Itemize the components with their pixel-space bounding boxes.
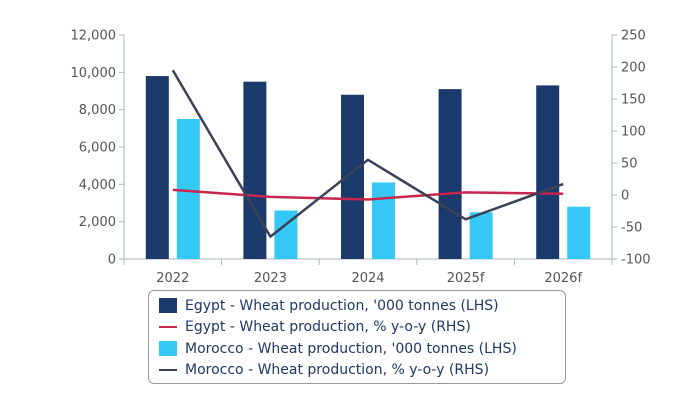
right-tick-label: -50 — [621, 221, 642, 236]
bar-morocco-production — [567, 206, 591, 259]
left-tick-label: 6,000 — [79, 141, 116, 156]
legend-item-egypt-yoy: Egypt - Wheat production, % y-o-y (RHS) — [159, 317, 565, 339]
legend-label: Egypt - Wheat production, % y-o-y (RHS) — [185, 319, 471, 336]
x-tick-label: 2026f — [544, 271, 582, 286]
right-tick-label: 100 — [621, 125, 646, 140]
bar-egypt-production — [536, 85, 560, 260]
legend-item-egypt-production: Egypt - Wheat production, '000 tonnes (L… — [159, 295, 565, 317]
legend-label: Morocco - Wheat production, % y-o-y (RHS… — [185, 362, 490, 379]
legend-label: Egypt - Wheat production, '000 tonnes (L… — [185, 297, 499, 314]
bar-egypt-production — [341, 94, 364, 259]
x-tick-label: 2022 — [156, 271, 189, 286]
left-tick-label: 12,000 — [71, 29, 117, 44]
bar-morocco-production — [372, 182, 395, 259]
bar-egypt-production — [145, 76, 169, 259]
line-morocco-yoy — [171, 69, 564, 238]
bar-egypt-production — [243, 81, 267, 260]
x-tick-label: 2024 — [351, 271, 384, 286]
left-tick-label: 10,000 — [71, 66, 117, 81]
legend: Egypt - Wheat production, '000 tonnes (L… — [148, 290, 566, 384]
x-tick-label: 2025f — [447, 271, 485, 286]
legend-swatch-egypt-production — [159, 298, 177, 314]
right-tick-label: 150 — [621, 93, 646, 108]
bar-egypt-production — [438, 89, 462, 259]
x-tick-label: 2023 — [254, 271, 287, 286]
legend-label: Morocco - Wheat production, '000 tonnes … — [185, 340, 517, 357]
right-tick-label: -100 — [621, 253, 651, 268]
legend-swatch-morocco-production — [159, 341, 177, 357]
line-egypt-yoy — [172, 188, 564, 201]
legend-item-morocco-yoy: Morocco - Wheat production, % y-o-y (RHS… — [159, 360, 565, 382]
left-tick-label: 8,000 — [79, 103, 116, 118]
left-tick-label: 0 — [108, 253, 116, 268]
bar-morocco-production — [469, 212, 493, 259]
legend-line-morocco-yoy — [159, 369, 177, 372]
right-tick-label: 0 — [621, 189, 629, 204]
chart: 0 2,000 4,000 6,000 8,000 10,000 12,000 -100 -50… — [71, 29, 651, 287]
right-tick-label: 200 — [621, 61, 646, 76]
legend-line-egypt-yoy — [159, 326, 177, 329]
legend-item-morocco-production: Morocco - Wheat production, '000 tonnes … — [159, 338, 565, 360]
right-tick-label: 250 — [621, 29, 646, 44]
right-tick-label: 50 — [621, 157, 638, 172]
left-tick-label: 2,000 — [79, 215, 116, 230]
left-tick-label: 4,000 — [79, 178, 116, 193]
bar-morocco-production — [176, 119, 200, 259]
bar-morocco-production — [274, 210, 298, 259]
